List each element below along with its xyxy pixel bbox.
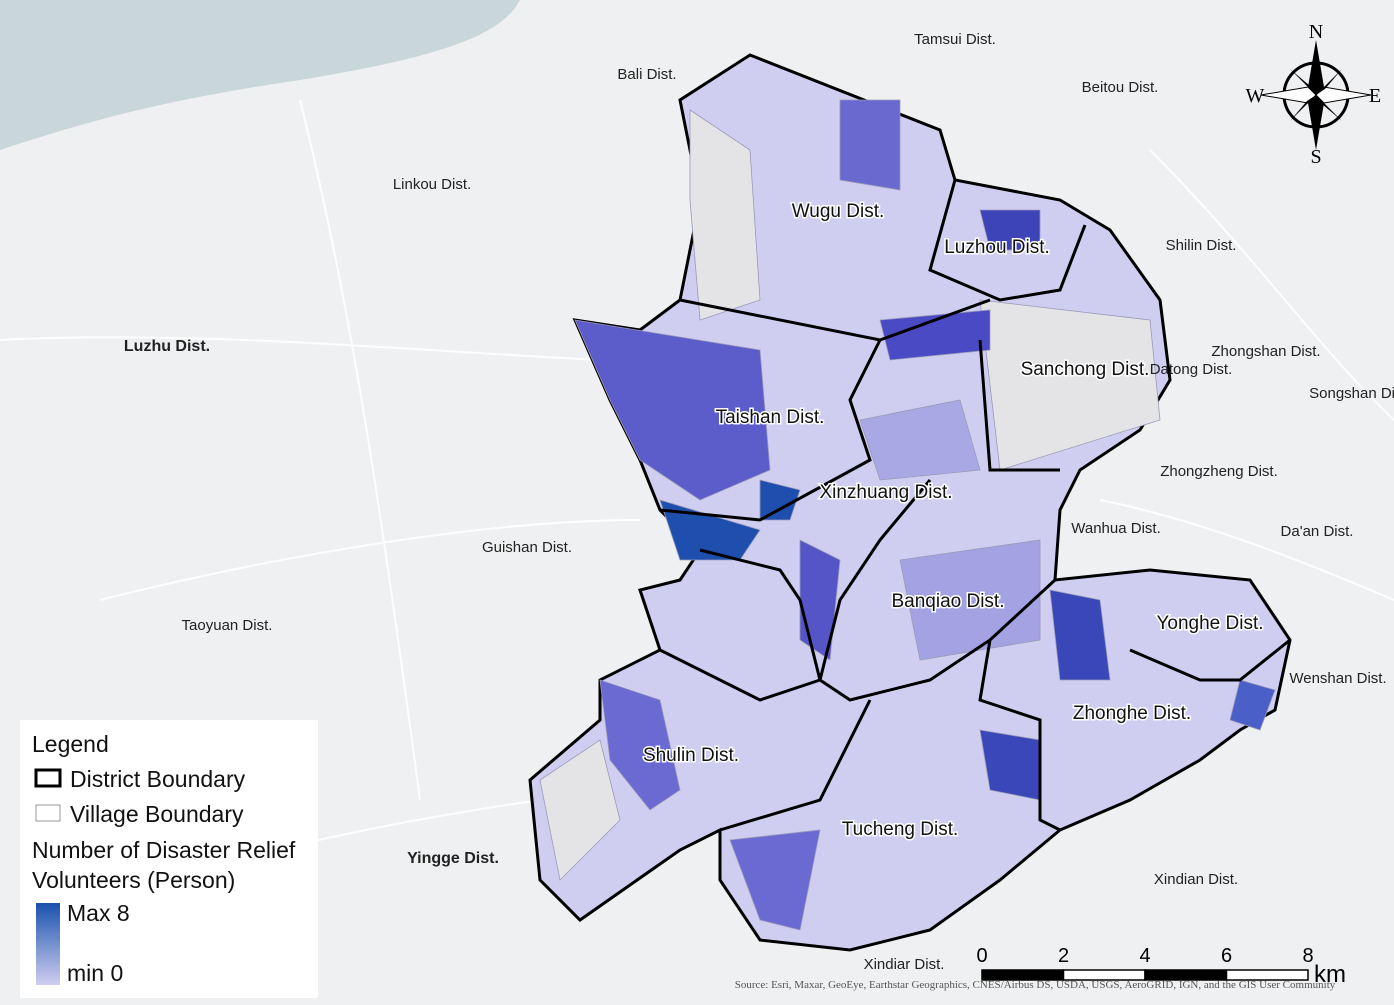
compass: N E S W	[1246, 21, 1382, 168]
district-label: Tucheng Dist.	[842, 819, 959, 840]
district-label: Da'an Dist.	[1281, 523, 1354, 540]
scale-tick-label: 2	[1058, 945, 1069, 967]
scale-tick-label: 6	[1221, 945, 1232, 967]
villages	[539, 99, 1276, 931]
district-label: Tamsui Dist.	[914, 31, 996, 48]
district-label: Linkou Dist.	[393, 176, 471, 193]
district-label: Yonghe Dist.	[1156, 613, 1263, 634]
district-label: Xindiar Dist.	[864, 956, 945, 973]
district-label: Bali Dist.	[617, 66, 676, 83]
district-label: Beitou Dist.	[1082, 79, 1159, 96]
district-label: Luzhou Dist.	[944, 237, 1050, 258]
legend-title: Legend	[32, 731, 109, 757]
scale-tick-label: 8	[1302, 945, 1313, 967]
surrounding-labels: Tamsui Dist. Bali Dist. Beitou Dist. Lin…	[124, 31, 1394, 973]
district-label: Zhonghe Dist.	[1073, 703, 1191, 724]
district-label: Sanchong Dist.	[1021, 359, 1150, 380]
compass-n: N	[1309, 21, 1323, 43]
district-label: Zhongzheng Dist.	[1160, 463, 1278, 480]
legend-variable: Volunteers (Person)	[32, 867, 235, 893]
legend-box	[20, 720, 318, 998]
compass-s: S	[1310, 146, 1321, 168]
district-label: Zhongshan Dist.	[1211, 343, 1320, 360]
legend-variable: Number of Disaster Relief	[32, 837, 296, 863]
district-label: Luzhu Dist.	[124, 338, 210, 355]
scale-segment	[1225, 969, 1309, 981]
legend-min: min 0	[67, 960, 123, 986]
legend-item: District Boundary	[70, 766, 246, 792]
district-label: Xindian Dist.	[1154, 871, 1238, 888]
district-label: Shulin Dist.	[643, 745, 739, 766]
district-label: Xinzhuang Dist.	[819, 482, 952, 503]
water	[0, 0, 520, 150]
district-label: Songshan Dist.	[1309, 385, 1394, 402]
district-label: Taishan Dist.	[716, 407, 825, 428]
scale-bar: 0 2 4 6 8km	[976, 945, 1346, 988]
road-network	[0, 99, 1394, 901]
legend-village-swatch	[35, 804, 61, 822]
district-label: Wenshan Dist.	[1289, 670, 1386, 687]
legend-ramp	[36, 903, 60, 985]
district-boundaries	[659, 179, 1291, 832]
district-label: Datong Dist.	[1150, 361, 1233, 378]
legend: Legend District Boundary Village Boundar…	[20, 720, 318, 998]
district-label: Taoyuan Dist.	[182, 617, 273, 634]
compass-w: W	[1246, 85, 1265, 107]
district-label: Banqiao Dist.	[891, 591, 1004, 612]
legend-item: Village Boundary	[70, 801, 244, 827]
compass-e: E	[1369, 85, 1381, 107]
district-label: Shilin Dist.	[1166, 237, 1237, 254]
scale-tick-label: 0	[976, 945, 987, 967]
district-label: Wanhua Dist.	[1071, 520, 1160, 537]
district-label: Wugu Dist.	[792, 201, 885, 222]
source: Source: Esri, Maxar, GeoEye, Earthstar G…	[735, 979, 1336, 991]
legend-max: Max 8	[67, 900, 130, 926]
scale-tick-label: 4	[1139, 945, 1150, 967]
scale-unit: km	[1314, 961, 1346, 988]
district-label: Guishan Dist.	[482, 539, 572, 556]
legend-district-swatch	[34, 768, 62, 788]
study-labels: Wugu Dist. Luzhou Dist. Sanchong Dist. T…	[641, 200, 1265, 842]
district-label: Yingge Dist.	[407, 850, 499, 867]
